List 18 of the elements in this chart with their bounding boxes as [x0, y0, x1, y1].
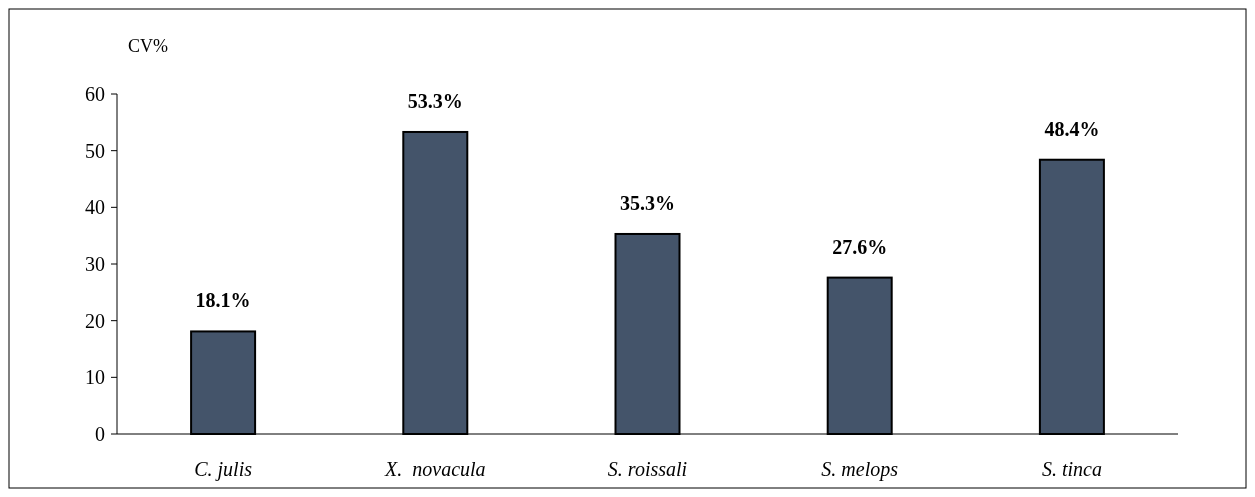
- y-axis-title: CV%: [128, 36, 168, 56]
- x-tick-label: C. julis: [194, 458, 253, 481]
- x-tick-label: S. tinca: [1041, 458, 1102, 480]
- y-tick-label: 30: [85, 253, 105, 275]
- data-label: 53.3%: [407, 89, 463, 112]
- data-label: 27.6%: [832, 235, 888, 258]
- y-tick-label: 60: [85, 83, 105, 105]
- x-tick-label: S. melops: [821, 458, 899, 481]
- x-tick-label: X. novacula: [384, 458, 486, 480]
- x-tick-label: S. roissali: [607, 458, 688, 480]
- y-tick-label: 10: [85, 366, 105, 389]
- data-label: 35.3%: [620, 191, 675, 214]
- data-label: 48.4%: [1044, 117, 1100, 140]
- y-tick-label: 0: [95, 423, 105, 445]
- y-tick-label: 20: [85, 309, 105, 332]
- y-tick-label: 50: [85, 139, 105, 162]
- y-tick-label: 40: [85, 196, 105, 219]
- data-label: 18.1%: [195, 289, 251, 312]
